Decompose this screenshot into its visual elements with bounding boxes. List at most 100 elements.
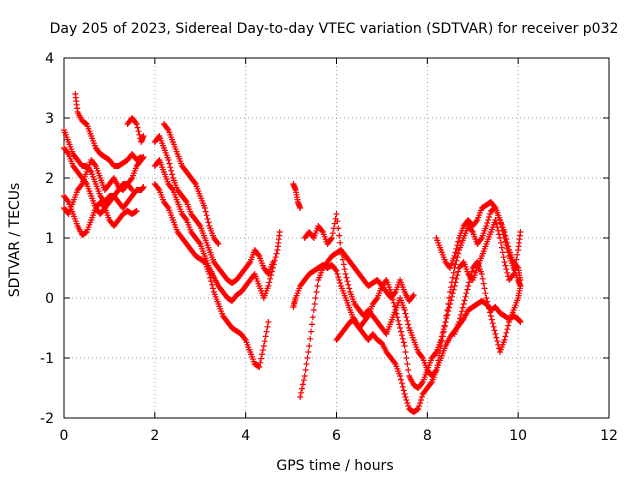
- data-point: [310, 307, 317, 313]
- x-tick-label: 6: [332, 428, 341, 444]
- data-point: [256, 364, 263, 370]
- data-point: [437, 347, 444, 354]
- x-tick-labels: 0 2 4 6 8 10 12: [60, 428, 618, 444]
- data-point: [403, 397, 410, 403]
- data-point: [390, 299, 397, 306]
- series-track-g: [151, 133, 276, 286]
- data-point: [445, 308, 452, 315]
- data-point: [505, 249, 512, 256]
- data-point: [335, 274, 342, 280]
- series-track-q: [433, 199, 524, 289]
- data-point: [241, 335, 248, 342]
- data-point: [485, 302, 492, 309]
- data-point: [270, 261, 277, 268]
- data-point: [502, 238, 509, 245]
- data-point: [308, 328, 315, 335]
- data-point: [447, 289, 454, 295]
- data-point: [512, 261, 519, 268]
- data-point: [297, 394, 304, 400]
- data-point: [129, 187, 136, 193]
- data-point: [432, 368, 439, 375]
- data-point: [133, 121, 140, 127]
- data-point: [409, 293, 416, 300]
- data-point: [473, 218, 480, 225]
- data-point: [395, 317, 402, 324]
- data-point: [504, 326, 511, 333]
- data-point: [399, 335, 406, 342]
- data-point: [337, 239, 344, 246]
- data-point: [308, 321, 315, 328]
- data-point: [311, 301, 318, 307]
- y-tick-label: 1: [45, 231, 54, 247]
- data-point: [448, 293, 455, 300]
- data-point: [341, 266, 348, 273]
- data-point: [128, 176, 135, 183]
- y-tick-label: 0: [45, 291, 54, 307]
- data-point: [203, 212, 210, 219]
- data-point: [336, 232, 343, 239]
- data-point: [415, 406, 422, 412]
- data-point: [258, 355, 265, 362]
- x-tick-label: 8: [423, 428, 432, 444]
- data-point: [480, 280, 487, 287]
- data-point: [259, 347, 266, 354]
- data-point: [436, 352, 443, 359]
- data-point: [479, 275, 486, 282]
- data-point: [498, 224, 505, 231]
- data-point: [276, 229, 283, 235]
- data-point: [401, 343, 408, 349]
- grid-lines: [64, 58, 609, 418]
- data-point: [397, 325, 404, 331]
- data-point: [502, 262, 509, 269]
- data-point: [486, 305, 493, 312]
- data-series: [61, 91, 524, 415]
- data-point: [497, 239, 504, 246]
- data-point: [298, 389, 305, 396]
- data-point: [302, 367, 309, 373]
- data-point: [500, 231, 507, 238]
- data-point: [482, 290, 489, 297]
- data-point: [297, 205, 304, 211]
- data-point: [503, 242, 510, 249]
- data-point: [455, 250, 462, 257]
- data-point: [493, 334, 500, 341]
- y-tick-label: 4: [45, 51, 54, 67]
- data-point: [271, 257, 278, 264]
- data-point: [128, 185, 135, 192]
- data-point: [481, 285, 488, 292]
- data-point: [64, 197, 71, 204]
- data-point: [260, 343, 267, 349]
- data-point: [477, 236, 484, 243]
- data-point: [182, 197, 189, 204]
- data-point: [364, 314, 371, 321]
- data-point: [169, 171, 176, 178]
- y-tick-label: -1: [40, 351, 54, 367]
- data-point: [503, 329, 510, 336]
- data-point: [488, 316, 495, 323]
- data-point: [303, 361, 310, 367]
- series-track-f: [124, 115, 147, 145]
- data-point: [135, 128, 142, 135]
- data-point: [455, 238, 462, 245]
- data-point: [166, 160, 173, 167]
- data-point: [485, 217, 492, 223]
- data-point: [503, 266, 510, 273]
- data-point: [191, 179, 198, 186]
- data-point: [313, 289, 320, 295]
- y-tick-labels: -2 -1 0 1 2 3 4: [40, 51, 54, 427]
- data-point: [446, 304, 453, 311]
- data-point: [138, 154, 145, 160]
- data-point: [182, 215, 189, 222]
- data-point: [494, 338, 501, 345]
- data-point: [461, 297, 468, 304]
- data-point: [468, 268, 475, 275]
- data-point: [455, 268, 462, 275]
- data-point: [443, 315, 450, 322]
- data-point: [487, 313, 494, 319]
- data-point: [462, 293, 469, 300]
- data-point: [340, 261, 347, 268]
- data-point: [427, 380, 434, 387]
- data-point: [457, 311, 464, 318]
- data-point: [389, 296, 396, 303]
